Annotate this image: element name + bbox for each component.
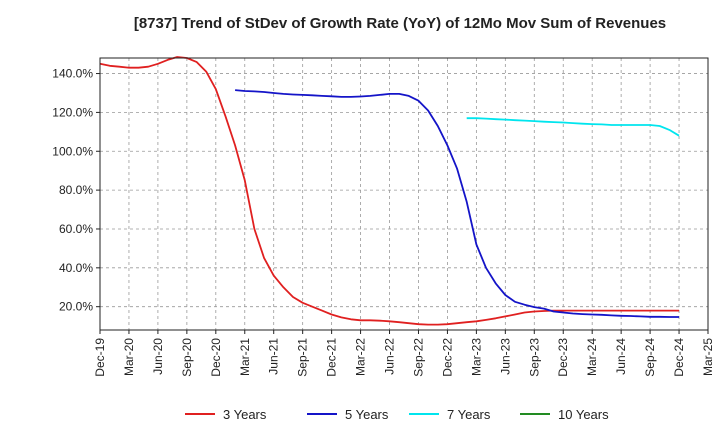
x-tick-label: Mar-21 [238, 338, 252, 376]
x-tick-label: Dec-20 [209, 338, 223, 377]
series-line-5-years [235, 89, 679, 318]
y-tick-label: 80.0% [59, 183, 93, 197]
plot-frame [99, 57, 709, 331]
chart-title: [8737] Trend of StDev of Growth Rate (Yo… [134, 15, 666, 32]
y-tick-label: 140.0% [52, 67, 93, 81]
x-tick-label: Mar-23 [469, 338, 483, 376]
x-tick-label: Dec-24 [672, 338, 686, 377]
x-tick-label: Mar-22 [354, 338, 368, 376]
x-tick-label: Sep-22 [411, 338, 425, 377]
legend-label: 5 Years [345, 407, 389, 422]
y-tick-label: 120.0% [52, 105, 93, 119]
x-tick-label: Dec-23 [556, 338, 570, 377]
series-line-7-years [466, 117, 680, 137]
x-tick-label: Sep-20 [180, 338, 194, 377]
series-line-3-years [99, 56, 679, 326]
x-tick-label: Sep-21 [296, 338, 310, 377]
series-lines [99, 56, 680, 326]
y-tick-label: 60.0% [59, 222, 93, 236]
x-tick-label: Mar-25 [701, 338, 715, 376]
legend-label: 7 Years [447, 407, 491, 422]
x-tick-label: Jun-23 [498, 338, 512, 375]
x-tick-label: Dec-22 [440, 338, 454, 377]
legend-label: 3 Years [223, 407, 267, 422]
x-tick-label: Mar-24 [585, 338, 599, 376]
legend: 3 Years 5 Years 7 Years 10 Years [185, 407, 609, 422]
x-tick-label: Jun-21 [267, 338, 281, 375]
x-tick-label: Sep-24 [643, 338, 657, 377]
x-tick-label: Dec-19 [93, 338, 107, 377]
x-tick-label: Mar-20 [122, 338, 136, 376]
x-tick-label: Sep-23 [527, 338, 541, 377]
y-tick-label: 100.0% [52, 144, 93, 158]
x-tick-label: Jun-24 [614, 338, 628, 375]
y-tick-label: 40.0% [59, 261, 93, 275]
legend-label: 10 Years [558, 407, 609, 422]
grid-lines [100, 58, 708, 330]
x-tick-label: Jun-20 [151, 338, 165, 375]
y-tick-label: 20.0% [59, 300, 93, 314]
y-axis-ticks: 20.0% 40.0% 60.0% 80.0% 100.0% 120.0% 140.0% [52, 67, 100, 314]
x-axis-ticks: Dec-19 Mar-20 Jun-20 Sep-20 Dec-20 Mar-21 Jun-… [93, 330, 715, 377]
x-tick-label: Jun-22 [383, 338, 397, 375]
x-tick-label: Dec-21 [325, 338, 339, 377]
